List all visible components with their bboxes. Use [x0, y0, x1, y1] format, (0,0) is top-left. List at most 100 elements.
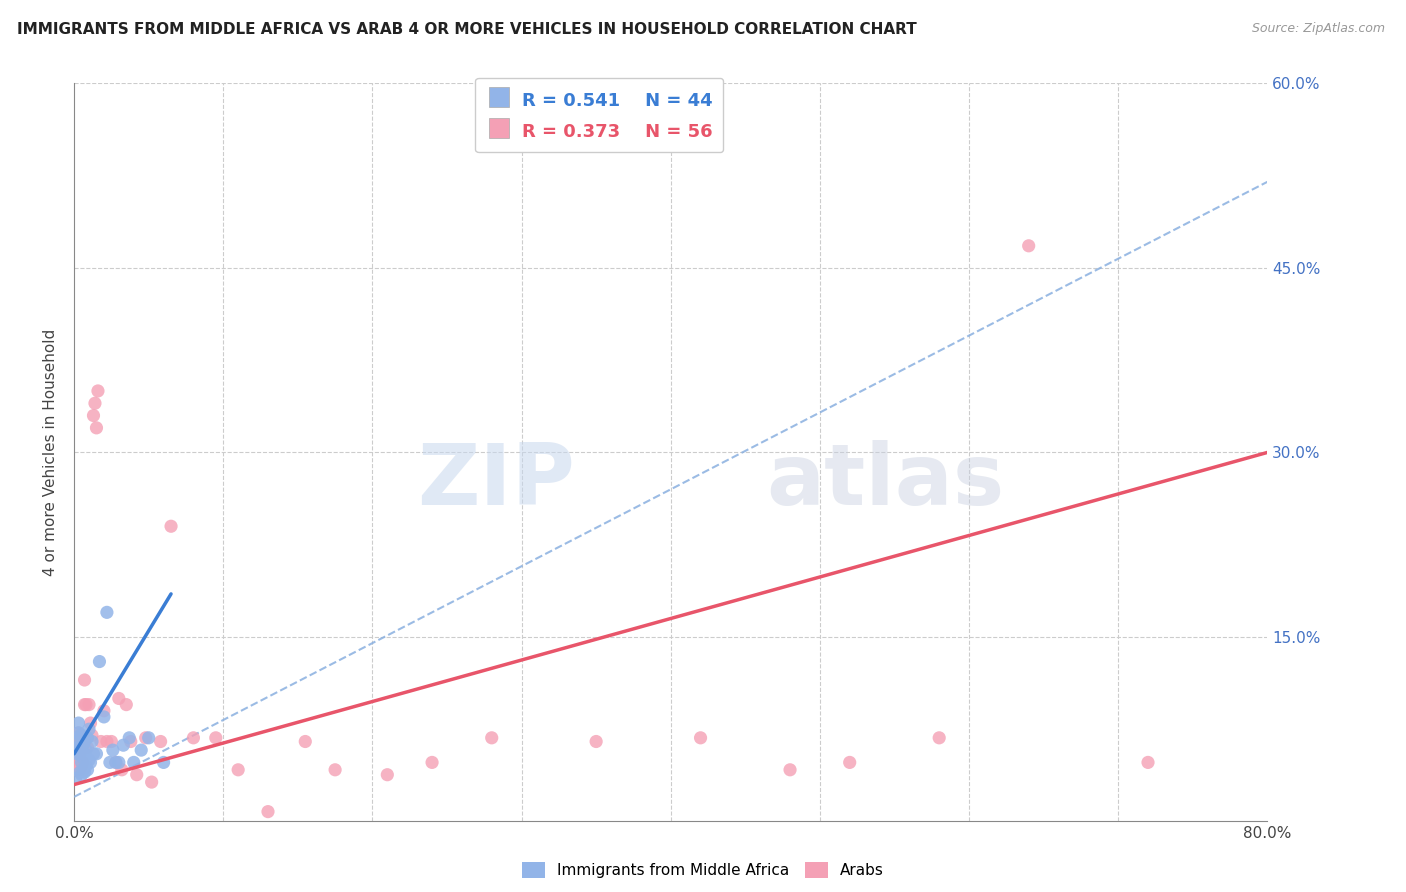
Point	[65, 740, 87, 755]
Point	[70, 734, 93, 748]
Point	[90, 734, 112, 748]
Point	[98, 756, 121, 770]
Text: ZIP: ZIP	[418, 441, 575, 524]
Point	[70, 759, 93, 773]
Point	[72, 763, 94, 777]
Point	[152, 756, 174, 770]
Point	[75, 698, 97, 712]
Point	[82, 747, 104, 761]
Point	[89, 655, 111, 669]
Point	[79, 756, 101, 770]
Point	[67, 726, 90, 740]
Point	[87, 384, 110, 398]
Point	[689, 731, 711, 745]
Point	[72, 750, 94, 764]
Point	[86, 421, 108, 435]
Point	[77, 753, 100, 767]
Point	[375, 768, 398, 782]
Point	[100, 734, 122, 748]
Point	[66, 731, 89, 745]
Point	[66, 750, 89, 764]
Point	[101, 743, 124, 757]
Point	[928, 731, 950, 745]
Point	[108, 691, 131, 706]
Point	[226, 763, 249, 777]
Point	[76, 740, 98, 755]
Point	[108, 756, 131, 770]
Point	[120, 734, 142, 748]
Point	[66, 740, 89, 755]
Point	[70, 768, 93, 782]
Point	[138, 731, 160, 745]
Point	[69, 738, 91, 752]
Point	[72, 756, 94, 770]
Point	[72, 738, 94, 752]
Point	[112, 738, 135, 752]
Point	[104, 756, 127, 770]
Point	[80, 728, 103, 742]
Point	[141, 775, 163, 789]
Point	[838, 756, 860, 770]
Point	[67, 743, 90, 757]
Point	[69, 763, 91, 777]
Point	[104, 756, 127, 770]
Point	[1137, 756, 1160, 770]
Point	[125, 768, 148, 782]
Point	[160, 519, 183, 533]
Point	[585, 734, 607, 748]
Point	[111, 763, 134, 777]
Point	[73, 734, 96, 748]
Point	[69, 747, 91, 761]
Point	[294, 734, 316, 748]
Point	[67, 756, 90, 770]
Point	[66, 747, 89, 761]
Point	[1018, 239, 1040, 253]
Point	[73, 747, 96, 761]
Point	[122, 756, 145, 770]
Text: IMMIGRANTS FROM MIDDLE AFRICA VS ARAB 4 OR MORE VEHICLES IN HOUSEHOLD CORRELATIO: IMMIGRANTS FROM MIDDLE AFRICA VS ARAB 4 …	[17, 22, 917, 37]
Point	[323, 763, 346, 777]
Point	[779, 763, 801, 777]
Y-axis label: 4 or more Vehicles in Household: 4 or more Vehicles in Household	[44, 329, 58, 576]
Point	[86, 747, 108, 761]
Point	[77, 698, 100, 712]
Point	[72, 731, 94, 745]
Point	[75, 743, 97, 757]
Point	[65, 763, 87, 777]
Point	[73, 698, 96, 712]
Point	[76, 763, 98, 777]
Point	[69, 765, 91, 780]
Point	[96, 605, 118, 619]
Point	[69, 731, 91, 745]
Point	[82, 409, 104, 423]
Point	[115, 698, 138, 712]
Legend: Immigrants from Middle Africa, Arabs: Immigrants from Middle Africa, Arabs	[516, 856, 890, 884]
Point	[135, 731, 157, 745]
Point	[129, 743, 152, 757]
Point	[420, 756, 443, 770]
Point	[204, 731, 226, 745]
Point	[93, 710, 115, 724]
Point	[70, 740, 93, 755]
Point	[67, 716, 90, 731]
Point	[70, 728, 93, 742]
Point	[80, 734, 103, 748]
Point	[69, 747, 91, 761]
Point	[183, 731, 205, 745]
Point	[79, 716, 101, 731]
Text: Source: ZipAtlas.com: Source: ZipAtlas.com	[1251, 22, 1385, 36]
Point	[69, 728, 91, 742]
Point	[257, 805, 280, 819]
Point	[65, 772, 87, 786]
Point	[72, 731, 94, 745]
Point	[118, 731, 141, 745]
Point	[67, 734, 90, 748]
Point	[67, 726, 90, 740]
Point	[75, 759, 97, 773]
Point	[93, 704, 115, 718]
Point	[75, 731, 97, 745]
Point	[149, 734, 172, 748]
Point	[73, 673, 96, 687]
Point	[73, 765, 96, 780]
Point	[96, 734, 118, 748]
